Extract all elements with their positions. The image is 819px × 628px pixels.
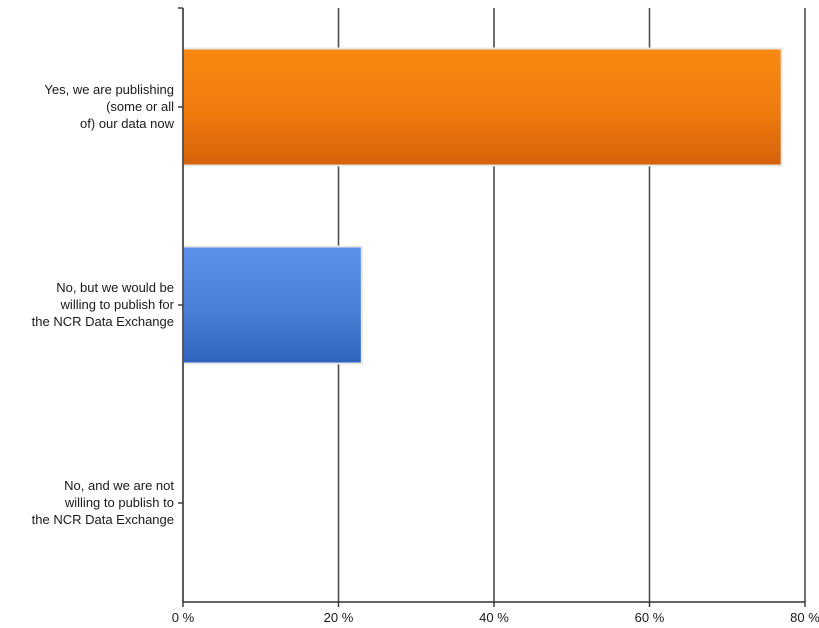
category-labels: Yes, we are publishing (some or all of) ou…: [32, 82, 175, 527]
x-tick-label: 40 %: [479, 610, 509, 625]
bars: [182, 47, 783, 365]
category-label: No, but we would be willing to publish fo…: [32, 280, 175, 329]
category-label: Yes, we are publishing (some or all of) ou…: [44, 82, 174, 131]
category-label: No, and we are not willing to publish to t…: [32, 478, 175, 527]
bar: [182, 245, 363, 365]
bar: [182, 47, 783, 167]
x-tick-label: 80 %: [790, 610, 819, 625]
x-tick-labels: 0 % 20 % 40 % 60 % 80 %: [172, 610, 819, 625]
axes: [178, 7, 806, 607]
x-tick-label: 60 %: [635, 610, 665, 625]
x-tick-label: 20 %: [324, 610, 354, 625]
x-tick-label: 0 %: [172, 610, 195, 625]
